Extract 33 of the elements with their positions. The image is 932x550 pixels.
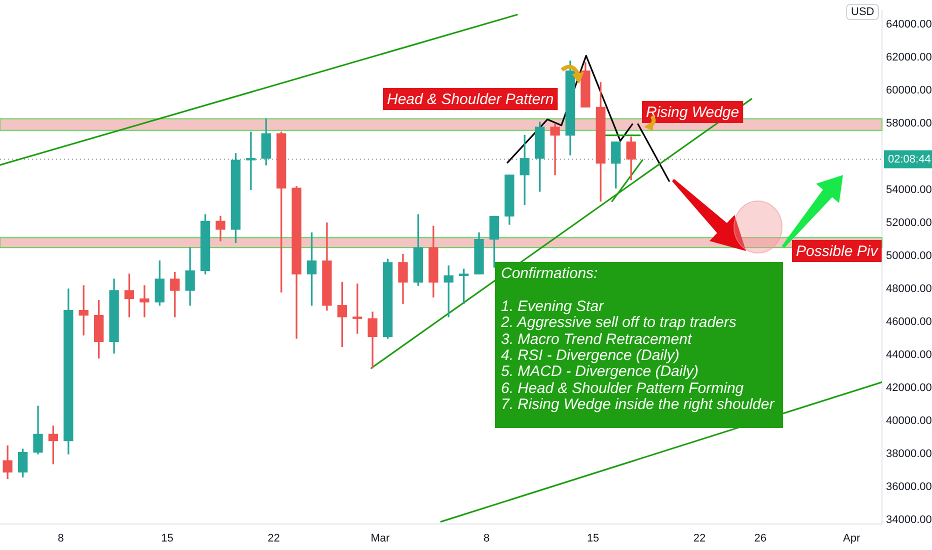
y-tick-label: 62000.00: [886, 52, 932, 64]
x-tick-label: 8: [58, 532, 64, 545]
y-tick-label: 48000.00: [886, 282, 932, 295]
x-tick-label: 26: [754, 532, 766, 545]
y-tick-label: 40000.00: [886, 414, 932, 427]
x-tick-label: 8: [484, 532, 490, 545]
y-tick-label: 50000.00: [886, 250, 932, 262]
y-tick-label: 42000.00: [886, 382, 932, 394]
y-tick-label: 34000.00: [886, 514, 932, 526]
y-tick-label: 38000.00: [886, 448, 932, 460]
y-tick-label: 44000.00: [886, 348, 932, 361]
x-tick-label: 22: [268, 532, 280, 545]
y-tick-label: 46000.00: [886, 316, 932, 328]
candlestick: [458, 268, 469, 304]
x-tick-label: 15: [586, 532, 600, 545]
x-tick-label: Mar: [370, 532, 390, 545]
annotation: Possible Piv: [796, 243, 880, 260]
y-tick-label: 60000.00: [886, 84, 932, 97]
annotation: USD: [846, 4, 880, 20]
candlestick: [352, 284, 362, 334]
annotation: Confirmations: 1. Evening Star 2. Aggressive sell off to trap traders 3. Macro Trend Retracement 4. RSI - Divergence (Daily) 5. MACD - Divergence (Daily) 6. Head & Shoulder Pattern Forming 7. Rising Wedge inside the right shoulder: [495, 262, 783, 428]
x-tick-label: 15: [161, 532, 174, 545]
y-tick-label: 54000.00: [886, 184, 932, 196]
y-tick-label: 52000.00: [886, 216, 932, 229]
y-tick-label: 36000.00: [886, 481, 932, 494]
x-tick-label: 22: [693, 532, 706, 545]
annotation: Head & Shoulder Pattern: [387, 91, 554, 108]
text: 02:08:44: [888, 153, 931, 166]
x-tick-label: Apr: [843, 532, 860, 545]
candlestick: [246, 132, 256, 190]
y-tick-label: 58000.00: [886, 118, 932, 130]
y-tick-label: 64000.00: [886, 18, 932, 31]
annotation: Rising Wedge: [646, 104, 740, 122]
